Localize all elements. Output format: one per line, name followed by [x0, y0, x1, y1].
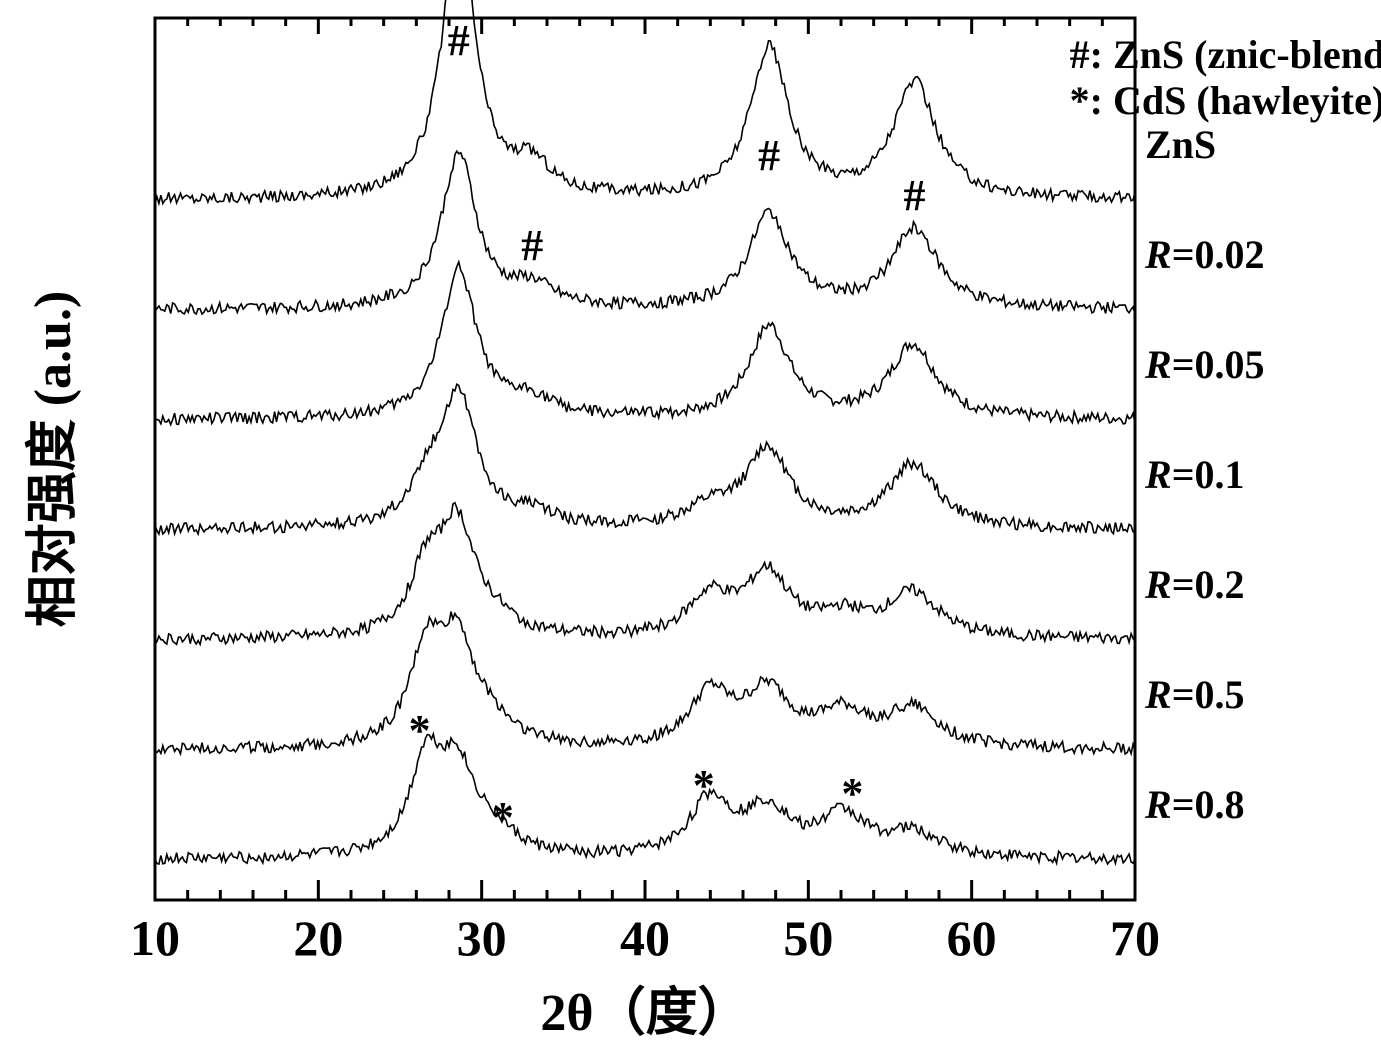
svg-text:60: 60	[947, 910, 997, 966]
peak-marker-star: *	[492, 793, 514, 842]
peak-marker-star: *	[841, 769, 863, 818]
svg-text:50: 50	[783, 910, 833, 966]
legend-line: *: CdS (hawleyite)	[1070, 78, 1381, 123]
peak-marker-star: *	[409, 706, 431, 755]
xrd-trace	[155, 384, 1135, 534]
trace-label: R=0.05	[1144, 342, 1264, 387]
trace-label: R=0.1	[1144, 452, 1244, 497]
chart-svg: 10 20 30 40 50 60 70 2θ（度） 相对强度 (a.u.) ZnS R=0.02 R…	[0, 0, 1381, 1062]
svg-text:10: 10	[130, 910, 180, 966]
svg-text:20: 20	[293, 910, 343, 966]
legend-line: #: ZnS (znic-blend)	[1070, 32, 1381, 77]
x-axis-label: 2θ（度）	[540, 984, 749, 1042]
svg-text:30: 30	[457, 910, 507, 966]
peak-marker-star: *	[693, 761, 715, 810]
trace-label: ZnS	[1145, 122, 1216, 167]
svg-text:70: 70	[1110, 910, 1160, 966]
xrd-chart: 10 20 30 40 50 60 70 2θ（度） 相对强度 (a.u.) ZnS R=0.02 R…	[0, 0, 1381, 1062]
trace-label: R=0.5	[1144, 672, 1244, 717]
peak-marker-hash: #	[448, 16, 470, 65]
svg-text:40: 40	[620, 910, 670, 966]
trace-label: R=0.02	[1144, 232, 1264, 277]
xrd-trace	[155, 734, 1135, 864]
peak-marker-hash: #	[758, 131, 780, 180]
xrd-trace	[155, 151, 1135, 314]
xrd-trace	[155, 262, 1135, 425]
trace-label: R=0.2	[1144, 562, 1244, 607]
y-axis-label: 相对强度 (a.u.)	[24, 291, 82, 628]
peak-marker-hash: #	[521, 221, 543, 270]
trace-label: R=0.8	[1144, 782, 1244, 827]
peak-marker-hash: #	[904, 171, 926, 220]
